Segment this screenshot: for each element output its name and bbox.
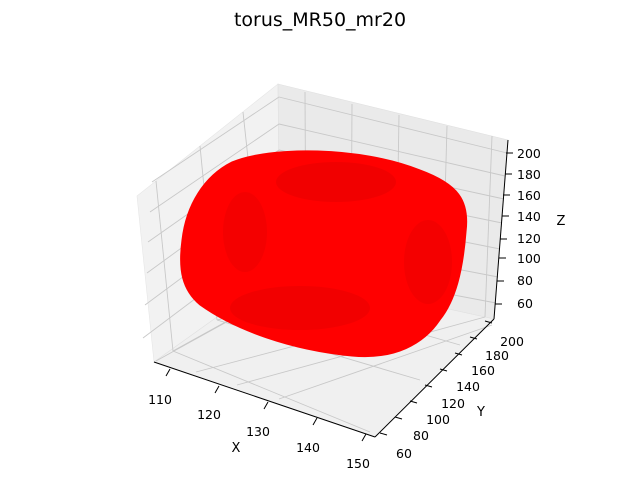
inner-hole-shadow [276,162,396,202]
z-axis-label: Z [557,214,566,229]
z-tick-label: 80 [517,273,533,288]
y-ticks: 60 80 100 120 140 160 180 200 Y [379,320,524,461]
lower-shadow [230,286,370,330]
x-ticks: 110 120 130 140 150 X [148,368,370,471]
z-tick-label: 200 [517,146,541,161]
z-axis-line [493,139,509,320]
z-tick-label: 140 [517,209,541,224]
right-shadow [404,220,452,304]
x-tick-label: 110 [148,392,172,407]
y-tick-label: 60 [396,446,412,461]
z-tick-label: 100 [517,251,541,266]
z-ticks: 60 80 100 120 140 160 180 200 Z [495,146,566,311]
z-tick-label: 180 [517,167,541,182]
left-shadow [223,192,267,272]
x-tick-label: 130 [246,424,270,439]
y-tick-label: 180 [485,348,509,363]
y-axis-label: Y [476,405,485,420]
y-tick-label: 120 [441,396,465,411]
x-axis-line [153,361,376,438]
chart-title: torus_MR50_mr20 [234,9,406,31]
y-tick-label: 200 [500,334,524,349]
z-tick-label: 60 [517,296,533,311]
y-tick-label: 100 [426,412,450,427]
x-axis-label: X [232,441,241,456]
z-tick-label: 120 [517,231,541,246]
x-tick-label: 120 [197,407,221,422]
y-tick-label: 160 [471,363,495,378]
x-tick-label: 150 [346,456,370,471]
x-tick-label: 140 [296,440,320,455]
y-tick-label: 80 [413,428,429,443]
y-tick-label: 140 [456,379,480,394]
z-tick-label: 160 [517,188,541,203]
torus-surface [180,150,468,358]
